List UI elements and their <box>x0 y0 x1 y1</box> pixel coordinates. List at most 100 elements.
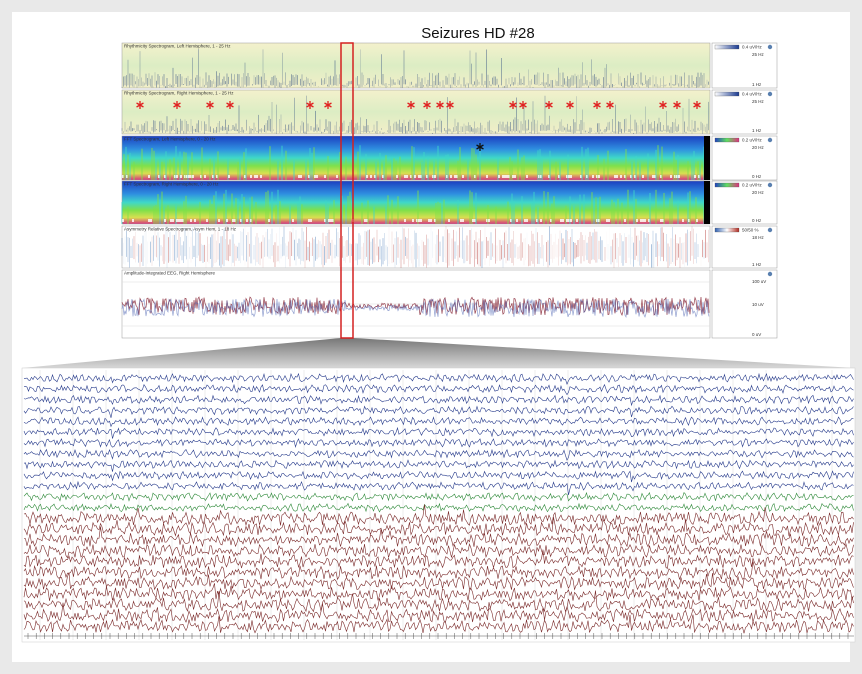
scale-bottom: 1 Hz <box>752 128 762 133</box>
panel-label: Asymmetry Relative Spectrogram, Asym Hem… <box>124 227 237 232</box>
hot-spot <box>486 175 488 178</box>
scale-top: 18 Hz <box>752 235 765 240</box>
hot-spot <box>682 219 684 222</box>
hot-spot <box>246 219 248 222</box>
panel-label: Rhythmicity Spectrogram, Left Hemisphere… <box>124 44 231 49</box>
hot-spot <box>642 219 644 222</box>
scale-top: 20 Hz <box>752 190 765 195</box>
hot-spot <box>226 219 228 222</box>
hot-spot <box>512 175 514 178</box>
hot-spot <box>450 175 452 178</box>
hot-spot <box>566 219 568 222</box>
hot-spot <box>516 219 518 222</box>
hot-spot <box>206 219 208 222</box>
legend-text: 0.2 uV/Hz <box>742 138 763 143</box>
legend-box <box>712 270 777 338</box>
hot-spot <box>620 175 622 178</box>
legend-text: 0.4 uV/Hz <box>742 45 763 50</box>
hot-spot <box>164 219 166 222</box>
hot-spot <box>298 175 300 178</box>
hot-spot <box>434 175 436 178</box>
panel-label: Amplitude-Integrated EEG, Right Hemisphe… <box>124 271 216 276</box>
hot-spot <box>366 175 368 178</box>
hot-spot <box>254 175 256 178</box>
hot-spot <box>150 219 152 222</box>
hot-spot <box>696 219 698 222</box>
hot-spot <box>570 219 572 222</box>
scale-mid: 10 uV <box>752 302 764 307</box>
color-bar <box>715 138 739 142</box>
info-icon <box>768 272 772 276</box>
hot-spot <box>260 175 262 178</box>
hot-spot <box>188 175 190 178</box>
hot-spot <box>524 219 526 222</box>
hot-spot <box>148 175 150 178</box>
hot-spot <box>194 219 196 222</box>
hot-spot <box>678 175 680 178</box>
hot-spot <box>132 219 134 222</box>
legend-box <box>712 136 777 180</box>
hot-spot <box>218 219 220 222</box>
hot-spot <box>180 219 182 222</box>
hot-spot <box>560 219 562 222</box>
hot-spot <box>396 175 398 178</box>
panel-label: Rhythmicity Spectrogram, Right Hemispher… <box>124 91 234 96</box>
hot-spot <box>228 175 230 178</box>
hot-spot <box>652 175 654 178</box>
hot-spot <box>192 175 194 178</box>
hot-spot <box>178 219 180 222</box>
hot-spot <box>576 219 578 222</box>
hot-spot <box>660 219 662 222</box>
hot-spot <box>404 175 406 178</box>
hot-spot <box>694 175 696 178</box>
info-icon <box>768 92 772 96</box>
hot-spot <box>562 219 564 222</box>
hot-spot <box>172 219 174 222</box>
hot-spot <box>514 175 516 178</box>
hot-spot <box>176 219 178 222</box>
hot-spot <box>568 175 570 178</box>
hot-spot <box>324 175 326 178</box>
scale-bottom: 0 Hz <box>752 218 762 223</box>
hot-spot <box>526 175 528 178</box>
legend-text: 50/50 % <box>742 228 759 233</box>
hot-spot <box>310 219 312 222</box>
hot-spot <box>640 219 642 222</box>
hot-spot <box>308 219 310 222</box>
color-bar <box>715 183 739 187</box>
hot-spot <box>540 219 542 222</box>
hot-spot <box>614 175 616 178</box>
hot-spot <box>180 175 182 178</box>
hot-spot <box>148 219 150 222</box>
hot-spot <box>268 219 270 222</box>
hot-spot <box>364 219 366 222</box>
color-bar <box>715 92 739 96</box>
hot-spot <box>616 175 618 178</box>
trend-panels: Rhythmicity Spectrogram, Left Hemisphere… <box>122 43 777 338</box>
hot-spot <box>624 219 626 222</box>
legend-text: 0.4 uV/Hz <box>742 92 763 97</box>
info-icon <box>768 45 772 49</box>
hot-spot <box>418 219 420 222</box>
hot-spot <box>670 175 672 178</box>
scale-top: 20 Hz <box>752 145 765 150</box>
hot-spot <box>502 175 504 178</box>
scale-top: 25 Hz <box>752 99 765 104</box>
info-icon <box>768 138 772 142</box>
edge <box>704 181 710 224</box>
hot-spot <box>644 219 646 222</box>
hot-spot <box>256 175 258 178</box>
hot-spot <box>488 219 490 222</box>
hot-spot <box>642 175 644 178</box>
figure: Seizures HD #28 Rhythmicity Spectrogram,… <box>0 0 862 674</box>
eeg-panel <box>22 368 855 642</box>
color-bar <box>715 228 739 232</box>
hot-spot <box>204 175 206 178</box>
hot-spot <box>418 175 420 178</box>
hot-spot <box>448 219 450 222</box>
hot-spot <box>328 219 330 222</box>
hot-spot <box>232 219 234 222</box>
scale-bottom: 0 uV <box>752 332 761 337</box>
legend-box <box>712 90 777 134</box>
scale-top: 100 uV <box>752 279 766 284</box>
